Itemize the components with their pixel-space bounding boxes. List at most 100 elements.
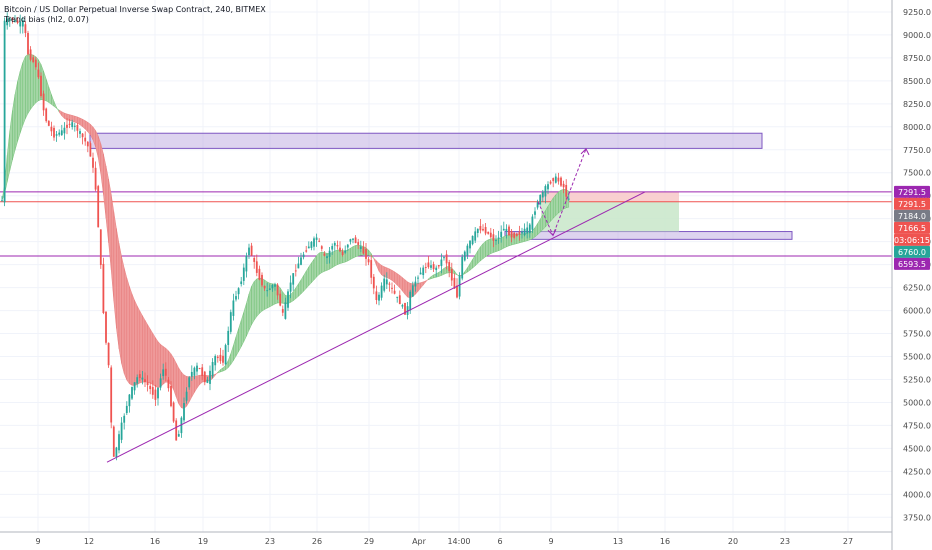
candle-body	[484, 226, 487, 234]
candle-body	[167, 379, 170, 389]
x-tick-label: 20	[728, 537, 738, 546]
bias-ribbon-segment	[74, 115, 78, 124]
price-badge-label: 7166.5	[898, 224, 926, 233]
candle-body	[547, 184, 549, 190]
candle-body	[523, 228, 526, 236]
candle-body	[268, 288, 271, 290]
candle-body	[294, 270, 297, 272]
price-badge	[894, 221, 930, 234]
x-tick-label: 16	[150, 537, 160, 546]
candle-body	[448, 262, 451, 272]
candle-body	[79, 131, 81, 134]
candle-body	[409, 291, 412, 311]
chart-legend: Bitcoin / US Dollar Perpetual Inverse Sw…	[4, 5, 266, 25]
candle-body	[193, 367, 196, 376]
candle-body	[19, 21, 22, 27]
bias-ribbon-segment	[129, 286, 133, 386]
candle-body	[458, 275, 461, 297]
candle-body	[86, 141, 89, 147]
candle-body	[450, 268, 453, 281]
candle-body	[232, 300, 235, 316]
candle-body	[521, 231, 523, 234]
candle-body	[229, 312, 232, 332]
bias-ribbon-segment	[389, 268, 393, 281]
candle-body	[370, 260, 373, 278]
projection-arrowhead-down	[547, 228, 557, 237]
candle-body	[237, 288, 240, 295]
y-tick-label: 4500.0	[903, 444, 931, 453]
candle-body	[47, 120, 50, 126]
time-axis[interactable]: 9 12 16 19 23 26 29 Apr 14:00 6 9 13 16 20 23 27	[35, 537, 853, 546]
candle-body	[136, 377, 139, 384]
price-badge	[894, 233, 930, 246]
candle-body	[42, 93, 45, 111]
candle-body	[424, 267, 427, 269]
candle-body	[271, 285, 274, 289]
indicator-label[interactable]: Trend bias (hl2, 0.07)	[4, 15, 89, 24]
candle-body	[544, 186, 547, 197]
trade-target-zone[interactable]	[541, 191, 679, 202]
candle-body	[94, 167, 97, 190]
bias-ribbon-segment	[147, 323, 151, 384]
bias-ribbon-segment	[118, 243, 122, 364]
candle-body	[219, 354, 222, 362]
candle-body	[541, 191, 544, 198]
candle-body	[346, 244, 349, 248]
candle-body	[466, 245, 469, 256]
bias-ribbon-segment	[404, 279, 408, 298]
candle-body	[495, 240, 497, 242]
y-tick-label: 9000.0	[903, 31, 931, 40]
candle-body	[190, 371, 193, 377]
candle-body	[40, 75, 42, 97]
y-tick-label: 7500.0	[903, 169, 931, 178]
candle-body	[14, 19, 16, 22]
candle-body	[1, 200, 3, 202]
candles-layer	[1, 12, 570, 461]
x-tick-label: 9	[35, 537, 40, 546]
candle-body	[378, 294, 380, 301]
price-badges: 7291.5 7291.5 7184.0 7166.5 03:06:15 6760.0 65…	[894, 185, 930, 270]
candle-body	[266, 290, 269, 292]
bias-ribbon-segment	[126, 277, 130, 385]
candle-body	[201, 367, 204, 376]
candle-body	[367, 259, 370, 263]
zones-layer	[0, 132, 892, 257]
candle-body	[417, 277, 419, 279]
candle-body	[432, 264, 435, 270]
candle-body	[198, 368, 201, 370]
candle-body	[27, 32, 29, 55]
candle-body	[222, 355, 224, 363]
candle-body	[287, 291, 289, 308]
candle-body	[50, 126, 53, 132]
price-badge-label: 6760.0	[898, 248, 926, 257]
candle-body	[372, 276, 375, 289]
bias-ribbon-segment	[553, 194, 556, 219]
candle-body	[276, 284, 279, 296]
y-tick-label: 4000.0	[903, 490, 931, 499]
candle-body	[261, 274, 263, 286]
candle-body	[183, 402, 185, 421]
y-tick-label: 8500.0	[903, 77, 931, 86]
x-tick-label: 23	[265, 537, 275, 546]
candle-body	[526, 227, 529, 234]
bias-ribbon-segment	[27, 53, 31, 115]
x-tick-label: 14:00	[447, 537, 470, 546]
resistance-zone[interactable]	[89, 132, 763, 149]
chart-title[interactable]: Bitcoin / US Dollar Perpetual Inverse Sw…	[4, 5, 266, 14]
candle-body	[528, 224, 531, 234]
y-tick-label: 9250.0	[903, 8, 931, 17]
candle-body	[310, 241, 313, 248]
support-zone[interactable]	[504, 231, 793, 240]
candle-body	[359, 246, 362, 249]
candle-body	[258, 268, 261, 280]
trendline[interactable]	[106, 191, 646, 463]
candle-body	[240, 281, 243, 285]
bias-ribbon-segment	[397, 273, 400, 289]
candle-body	[164, 368, 167, 376]
candle-body	[453, 277, 456, 289]
y-tick-label: 5750.0	[903, 330, 931, 339]
candle-body	[89, 143, 92, 157]
candle-body	[326, 256, 328, 259]
bias-ribbon-segment	[558, 189, 562, 214]
